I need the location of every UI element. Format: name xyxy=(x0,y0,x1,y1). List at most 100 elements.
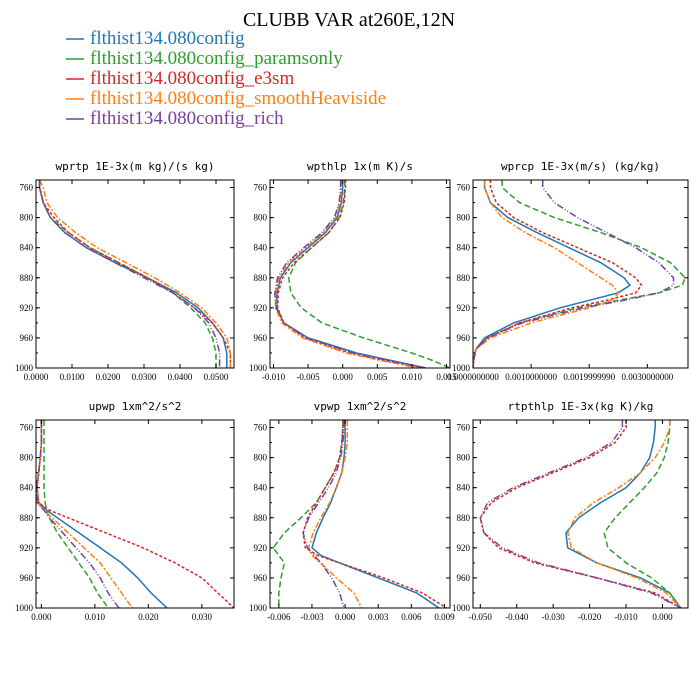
panel-title: wprtp 1E-3x(m kg)/(s kg) xyxy=(56,160,215,173)
panel-title: wprcp 1E-3x(m/s) (kg/kg) xyxy=(501,160,660,173)
chart-panel: upwp 1xm^2/s^2 760 800 840 880 920 960 10000.00… xyxy=(15,400,235,622)
x-tick-label: 0.0200 xyxy=(96,372,121,382)
legend-entry: flthist134.080config_e3sm xyxy=(90,68,294,89)
y-tick-label: 960 xyxy=(254,573,268,583)
x-tick-label: 0.015 xyxy=(436,372,457,382)
y-tick-label: 1000 xyxy=(452,363,471,373)
plot-frame xyxy=(35,419,235,609)
chart-panel: vpwp 1xm^2/s^27608008408809209601000-0.0… xyxy=(249,400,455,622)
chart-panel: rtpthlp 1E-3x(kg K)/kg 760 800 840 880 920 960… xyxy=(452,400,689,622)
figure-title: CLUBB VAR at260E,12N xyxy=(243,9,455,31)
x-tick-label: 0.009 xyxy=(434,612,455,622)
x-tick-label: 0.030 xyxy=(192,612,213,622)
series-line xyxy=(274,180,426,368)
legend-entry: flthist134.080config_rich xyxy=(90,108,284,129)
y-tick-label: 960 xyxy=(20,333,34,343)
x-tick-label: 0.020 xyxy=(138,612,159,622)
series-line xyxy=(276,180,426,368)
series-line xyxy=(473,180,675,368)
chart-panel: wprtp 1E-3x(m kg)/(s kg) 760 800 840 880 920 9… xyxy=(15,160,235,382)
series-line xyxy=(302,420,448,608)
panel-title: wpthlp 1x(m K)/s xyxy=(307,160,413,173)
series-line xyxy=(36,420,234,608)
x-tick-label: 0.0019999990 xyxy=(563,372,615,382)
x-tick-label: 0.000 xyxy=(333,372,354,382)
y-tick-label: 880 xyxy=(254,273,268,283)
y-tick-label: 760 xyxy=(20,423,34,433)
series-line xyxy=(272,420,344,608)
series-line xyxy=(479,420,682,608)
series-line xyxy=(566,420,682,608)
y-tick-label: 760 xyxy=(457,423,471,433)
chart-panel: wprcp 1E-3x(m/s) (kg/kg) 760 800 840 880 920 9… xyxy=(447,160,689,382)
y-tick-label: 800 xyxy=(254,453,268,463)
x-tick-label: 0.0300 xyxy=(132,372,157,382)
panel-title: upwp 1xm^2/s^2 xyxy=(89,400,182,413)
x-tick-label: 0.003 xyxy=(368,612,389,622)
y-tick-label: 840 xyxy=(254,243,268,253)
series-line xyxy=(38,180,232,368)
x-tick-label: 0.0010000000 xyxy=(505,372,557,382)
x-tick-label: -0.010 xyxy=(262,372,286,382)
series-line xyxy=(43,420,109,608)
y-tick-label: 840 xyxy=(457,483,471,493)
series-line xyxy=(311,420,440,608)
plot-frame xyxy=(472,179,689,369)
y-tick-label: 1000 xyxy=(15,603,34,613)
y-tick-label: 800 xyxy=(20,453,34,463)
series-line xyxy=(302,420,345,608)
y-tick-label: 800 xyxy=(20,213,34,223)
y-tick-label: 960 xyxy=(457,573,471,583)
x-tick-label: 0.010 xyxy=(85,612,106,622)
series-line xyxy=(276,180,426,368)
y-tick-label: 840 xyxy=(457,243,471,253)
x-tick-label: 0.000 xyxy=(31,612,52,622)
y-tick-label: 800 xyxy=(457,453,471,463)
x-tick-label: -0.006 xyxy=(267,612,291,622)
y-tick-label: 1000 xyxy=(15,363,34,373)
y-tick-label: 800 xyxy=(457,213,471,223)
series-line xyxy=(36,420,168,608)
panel-title: vpwp 1xm^2/s^2 xyxy=(314,400,407,413)
series-line xyxy=(603,420,682,608)
y-tick-label: 800 xyxy=(254,213,268,223)
series-line xyxy=(36,420,120,608)
y-tick-label: 760 xyxy=(254,423,268,433)
x-tick-label: 0.010 xyxy=(402,372,423,382)
x-tick-label: -0.050 xyxy=(469,612,493,622)
x-tick-label: 0.0000 xyxy=(24,372,49,382)
series-line xyxy=(38,180,232,368)
x-tick-label: 0.000 xyxy=(335,612,356,622)
x-tick-label: 0.0100 xyxy=(60,372,85,382)
series-line xyxy=(38,180,217,368)
x-tick-label: 0.000 xyxy=(652,612,673,622)
x-tick-label: 0.0500 xyxy=(204,372,229,382)
y-tick-label: 960 xyxy=(254,333,268,343)
legend: flthist134.080configflthist134.080config… xyxy=(66,28,386,129)
panel-title: rtpthlp 1E-3x(kg K)/kg xyxy=(508,400,654,413)
series-line xyxy=(473,180,631,368)
y-tick-label: 840 xyxy=(20,243,34,253)
y-tick-label: 880 xyxy=(20,513,34,523)
y-tick-label: 960 xyxy=(20,573,34,583)
x-tick-label: 0.0400 xyxy=(168,372,193,382)
legend-entry: flthist134.080config_paramsonly xyxy=(90,48,343,69)
legend-entry: flthist134.080config xyxy=(90,28,245,49)
y-tick-label: 760 xyxy=(20,183,34,193)
y-tick-label: 920 xyxy=(254,303,268,313)
x-tick-label: -0.040 xyxy=(505,612,529,622)
panels: wprtp 1E-3x(m kg)/(s kg) 760 800 840 880 920 9… xyxy=(15,160,689,622)
plot-frame xyxy=(269,179,451,369)
series-line xyxy=(473,180,686,368)
y-tick-label: 960 xyxy=(457,333,471,343)
series-line xyxy=(473,180,643,368)
x-tick-label: -0.030 xyxy=(542,612,566,622)
x-tick-label: 0.005 xyxy=(367,372,388,382)
series-line xyxy=(473,180,620,368)
series-line xyxy=(38,180,221,368)
series-line xyxy=(287,180,450,368)
y-tick-label: 880 xyxy=(457,513,471,523)
series-line xyxy=(274,180,419,368)
y-tick-label: 880 xyxy=(457,273,471,283)
